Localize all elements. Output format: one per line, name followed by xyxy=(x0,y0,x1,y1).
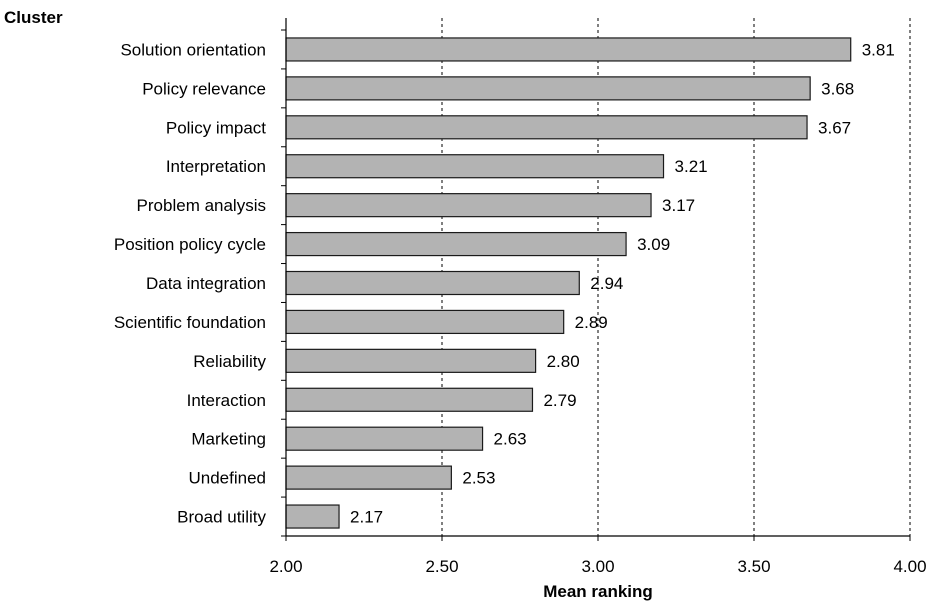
value-label: 3.21 xyxy=(675,157,708,176)
bar xyxy=(285,270,580,296)
value-label: 2.53 xyxy=(462,469,495,488)
value-label: 3.17 xyxy=(662,196,695,215)
value-label: 3.68 xyxy=(821,79,854,98)
category-label: Data integration xyxy=(146,274,266,293)
bars xyxy=(285,37,852,529)
bar xyxy=(285,154,665,179)
x-tick-label: 2.50 xyxy=(425,557,458,576)
category-label: Interpretation xyxy=(166,157,266,176)
value-label: 2.80 xyxy=(547,352,580,371)
bar xyxy=(285,348,537,373)
bar xyxy=(285,193,652,218)
x-axis-title: Mean ranking xyxy=(543,582,653,601)
category-label: Problem analysis xyxy=(137,196,266,215)
category-label: Undefined xyxy=(188,469,266,488)
bar xyxy=(285,37,852,62)
x-tick-label: 4.00 xyxy=(893,557,926,576)
category-label: Interaction xyxy=(187,391,266,410)
axes xyxy=(281,18,911,541)
value-label: 3.09 xyxy=(637,235,670,254)
value-label: 2.63 xyxy=(494,430,527,449)
labels: Solution orientation 3.81 Policy relevance… xyxy=(114,40,927,576)
value-label: 2.94 xyxy=(590,274,623,293)
bar xyxy=(285,504,340,529)
category-label: Marketing xyxy=(191,430,266,449)
bar xyxy=(285,309,565,335)
category-label: Policy relevance xyxy=(142,79,266,98)
bar xyxy=(285,426,484,451)
x-tick-label: 3.00 xyxy=(581,557,614,576)
category-label: Policy impact xyxy=(166,118,266,137)
x-tick-label: 2.00 xyxy=(269,557,302,576)
x-tick-label: 3.50 xyxy=(737,557,770,576)
value-label: 3.81 xyxy=(862,40,895,59)
bar xyxy=(285,387,534,412)
category-label: Broad utility xyxy=(177,508,266,527)
category-label: Reliability xyxy=(193,352,266,371)
bar xyxy=(285,231,627,257)
bar xyxy=(285,115,808,140)
bar xyxy=(285,76,811,101)
value-label: 2.89 xyxy=(575,313,608,332)
category-label: Position policy cycle xyxy=(114,235,266,254)
value-label: 2.17 xyxy=(350,508,383,527)
category-label: Solution orientation xyxy=(120,40,266,59)
category-label: Scientific foundation xyxy=(114,313,266,332)
y-axis-title: Cluster xyxy=(4,8,63,27)
bar xyxy=(285,465,452,490)
value-label: 3.67 xyxy=(818,118,851,137)
value-label: 2.79 xyxy=(543,391,576,410)
